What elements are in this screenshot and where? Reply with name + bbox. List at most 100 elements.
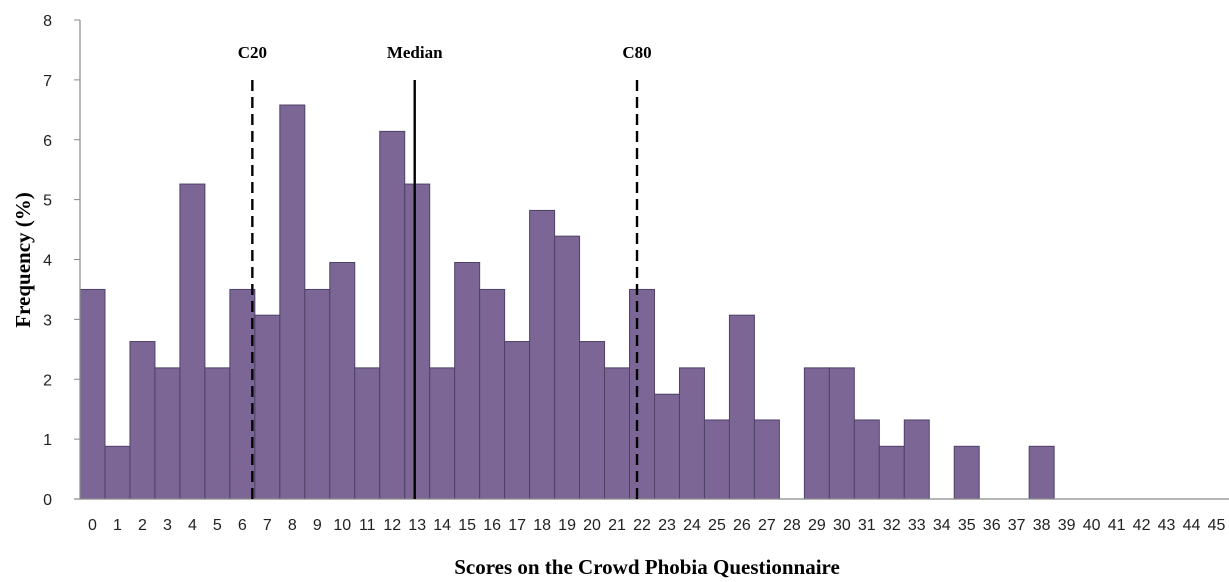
bar-score-3	[154, 367, 181, 500]
x-tick-label: 31	[858, 517, 876, 534]
x-tick-label: 30	[833, 517, 851, 534]
bar-score-12	[379, 130, 406, 500]
y-tick-label: 6	[43, 133, 52, 150]
reference-label-median: Median	[387, 43, 443, 62]
bar-score-19	[554, 235, 581, 500]
x-tick-label: 28	[783, 517, 801, 534]
bar-score-38	[1028, 445, 1055, 500]
bar-score-14	[429, 367, 456, 500]
bar-score-30	[828, 367, 855, 500]
x-tick-label: 17	[508, 517, 526, 534]
x-tick-label: 15	[458, 517, 476, 534]
x-axis-title: Scores on the Crowd Phobia Questionnaire	[454, 555, 840, 579]
y-tick-label: 8	[43, 13, 52, 30]
bar-score-15	[454, 261, 481, 500]
x-tick-label: 14	[433, 517, 451, 534]
y-tick-label: 2	[43, 372, 52, 389]
x-tick-label: 6	[238, 517, 247, 534]
x-tick-label: 35	[958, 517, 976, 534]
x-tick-label: 39	[1058, 517, 1076, 534]
bar-score-31	[853, 419, 880, 500]
bar-score-17	[504, 341, 531, 500]
bar-score-29	[803, 367, 830, 500]
bar-score-6	[229, 288, 256, 500]
bar-score-24	[678, 367, 705, 500]
y-axis-title: Frequency (%)	[11, 192, 35, 328]
x-tick-label: 25	[708, 517, 726, 534]
bar-score-16	[479, 288, 506, 500]
bar-score-23	[654, 393, 680, 500]
y-tick-label: 5	[43, 193, 52, 210]
x-tick-label: 16	[483, 517, 501, 534]
x-tick-label: 41	[1108, 517, 1126, 534]
bar-score-26	[728, 314, 755, 500]
x-tick-label: 36	[983, 517, 1001, 534]
x-tick-label: 7	[263, 517, 272, 534]
bar-score-2	[129, 341, 156, 500]
x-tick-label: 45	[1208, 517, 1226, 534]
reference-lines-layer: C20 Median C80	[238, 43, 652, 499]
x-tick-label: 21	[608, 517, 626, 534]
x-tick-label: 42	[1133, 517, 1151, 534]
x-tick-label: 5	[213, 517, 222, 534]
bar-score-20	[579, 341, 606, 500]
bar-score-25	[703, 419, 730, 500]
bar-score-7	[254, 314, 281, 500]
x-tick-label: 34	[933, 517, 951, 534]
bar-score-18	[529, 209, 556, 500]
x-tick-label: 38	[1033, 517, 1051, 534]
x-tick-label: 9	[313, 517, 322, 534]
x-tick-label: 40	[1083, 517, 1101, 534]
x-tick-label: 18	[533, 517, 551, 534]
x-tick-label: 44	[1183, 517, 1201, 534]
x-tick-label: 20	[583, 517, 601, 534]
x-tick-label: 33	[908, 517, 926, 534]
bar-score-32	[878, 445, 905, 500]
y-tick-label: 7	[43, 73, 52, 90]
bar-score-33	[903, 419, 930, 500]
y-tick-label: 3	[43, 312, 52, 329]
reference-label-c20: C20	[238, 43, 267, 62]
reference-label-c80: C80	[622, 43, 651, 62]
bar-score-13	[404, 183, 431, 500]
x-tick-label: 29	[808, 517, 826, 534]
x-tick-label: 23	[658, 517, 676, 534]
x-tick-label: 32	[883, 517, 901, 534]
x-tick-label: 12	[383, 517, 401, 534]
x-tick-label: 26	[733, 517, 751, 534]
bar-score-21	[604, 367, 631, 500]
x-tick-label: 11	[359, 517, 376, 534]
x-tick-label: 4	[188, 517, 197, 534]
x-tick-label: 27	[758, 517, 776, 534]
bar-score-22	[629, 288, 656, 500]
bar-score-0	[79, 288, 106, 500]
x-tick-label: 19	[558, 517, 576, 534]
x-tick-label: 22	[633, 517, 651, 534]
bar-score-9	[304, 288, 331, 500]
y-tick-label: 1	[43, 432, 52, 449]
bar-score-11	[354, 367, 381, 500]
x-tick-label: 43	[1158, 517, 1176, 534]
bars-layer	[79, 104, 1055, 500]
bar-score-5	[204, 367, 231, 500]
bar-score-1	[104, 445, 131, 500]
x-tick-label: 24	[683, 517, 701, 534]
bar-score-10	[329, 261, 356, 500]
x-tick-label: 0	[88, 517, 97, 534]
bar-score-8	[279, 104, 306, 500]
bar-score-4	[179, 183, 206, 500]
x-tick-label: 3	[163, 517, 172, 534]
y-tick-label: 4	[43, 253, 52, 270]
x-tick-label: 10	[333, 517, 351, 534]
x-tick-label: 13	[408, 517, 426, 534]
x-tick-label: 8	[288, 517, 297, 534]
x-tick-label: 1	[113, 517, 122, 534]
bar-score-35	[953, 445, 980, 500]
bar-score-27	[753, 419, 780, 500]
x-tick-label: 37	[1008, 517, 1026, 534]
y-tick-label: 0	[43, 492, 52, 509]
x-tick-label: 2	[138, 517, 147, 534]
